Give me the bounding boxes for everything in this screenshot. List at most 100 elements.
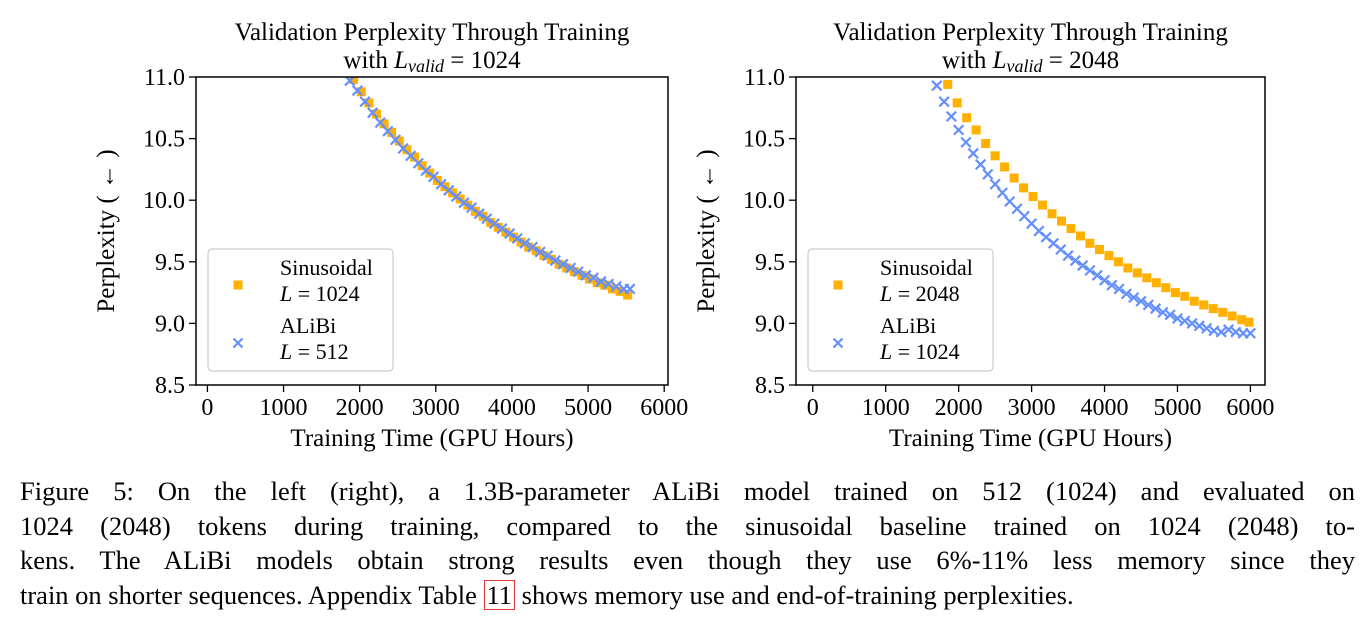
data-point-alibi-stroke-b — [412, 157, 424, 169]
data-point-sinusoidal — [1151, 278, 1161, 288]
data-point-alibi-stroke-b — [420, 165, 432, 177]
data-point-alibi-stroke-b — [1135, 295, 1147, 307]
data-point-alibi — [967, 147, 979, 159]
data-point-sinusoidal — [623, 290, 633, 300]
data-point-sinusoidal — [1170, 288, 1180, 298]
y-tick-label: 10.5 — [143, 127, 185, 153]
title-var-main: L — [393, 47, 408, 74]
x-tick-label: 0 — [807, 395, 819, 421]
data-point-alibi-stroke-b — [1186, 317, 1198, 329]
chart-title-line2: with Lvalid = 2048 — [942, 47, 1119, 76]
data-point-sinusoidal — [1237, 315, 1247, 325]
data-point-alibi — [1142, 299, 1154, 311]
data-point-sinusoidal — [1123, 263, 1133, 273]
data-point-alibi-stroke-b — [610, 280, 622, 293]
data-point-sinusoidal — [1208, 304, 1218, 314]
data-point-sinusoidal — [1075, 231, 1085, 241]
data-point-alibi-stroke-b — [526, 241, 539, 253]
data-point-alibi — [1171, 312, 1184, 325]
data-point-alibi-stroke-b — [624, 283, 636, 295]
legend-sub-alibi: L = 512 — [279, 339, 349, 364]
figure-svg: Validation Perplexity Through Trainingwi… — [93, 19, 1274, 452]
legend-sub-sinusoidal: L = 1024 — [279, 281, 360, 306]
data-point-alibi — [1215, 326, 1227, 338]
data-point-alibi-stroke-b — [1055, 243, 1067, 256]
data-point-alibi-stroke-b — [1040, 231, 1052, 243]
chart-title-line1: Validation Perplexity Through Training — [235, 19, 630, 46]
series-sinusoidal — [943, 79, 1254, 327]
data-point-alibi-stroke-b — [1179, 315, 1191, 327]
data-point-alibi — [534, 246, 546, 258]
data-point-alibi-stroke-b — [450, 190, 462, 203]
data-point-sinusoidal — [1180, 291, 1190, 301]
data-point-alibi-stroke-b — [945, 110, 957, 123]
data-point-alibi-stroke-b — [466, 202, 478, 214]
y-tick-label: 9.5 — [755, 250, 785, 276]
table-reference-link[interactable]: 11 — [483, 579, 516, 610]
series-alibi — [344, 77, 636, 295]
legend-sub-value: = 512 — [292, 339, 348, 364]
data-point-alibi — [1077, 259, 1089, 272]
data-point-alibi — [1179, 315, 1191, 327]
y-axis-label: Perplexity ( ← ) — [693, 149, 720, 312]
data-point-sinusoidal — [1028, 192, 1038, 202]
data-point-alibi — [488, 218, 501, 230]
x-tick-label: 2000 — [935, 395, 983, 421]
data-point-sinusoidal — [1142, 273, 1152, 283]
plot-area — [344, 77, 636, 300]
title-eq: = 1024 — [444, 47, 521, 74]
data-point-alibi — [931, 80, 943, 92]
chart-left: Validation Perplexity Through Trainingwi… — [93, 19, 688, 452]
data-point-alibi-stroke-b — [496, 222, 508, 235]
data-point-alibi-stroke-b — [1201, 322, 1213, 334]
x-tick-label: 4000 — [488, 395, 536, 421]
data-point-sinusoidal — [1244, 317, 1254, 327]
data-point-alibi-stroke-b — [1069, 254, 1081, 267]
legend-marker-alibi — [232, 337, 244, 349]
data-point-alibi-stroke-b — [488, 218, 501, 230]
data-point-alibi-stroke-b — [389, 134, 402, 146]
data-point-alibi-stroke-b — [1062, 250, 1074, 262]
data-point-alibi — [1120, 288, 1132, 300]
legend-sub-var: L — [279, 339, 292, 364]
data-point-sinusoidal — [981, 139, 991, 149]
data-point-alibi — [610, 280, 622, 293]
data-point-alibi-stroke-b — [481, 213, 493, 225]
data-point-alibi — [382, 125, 394, 137]
data-point-alibi-stroke-b — [1142, 299, 1154, 311]
y-tick-label: 9.5 — [155, 250, 185, 276]
data-point-alibi-stroke-b — [572, 266, 584, 278]
data-point-alibi-stroke-b — [1215, 326, 1227, 338]
data-point-alibi — [595, 275, 607, 288]
data-point-alibi — [1186, 317, 1198, 329]
legend-marker-sinusoidal — [233, 280, 243, 290]
x-tick-label: 1000 — [862, 395, 910, 421]
data-point-sinusoidal — [364, 98, 374, 108]
data-point-sinusoidal — [371, 109, 381, 119]
data-point-alibi-stroke-b — [1026, 218, 1038, 230]
data-point-sinusoidal — [971, 125, 981, 135]
data-point-alibi-stroke-b — [504, 227, 516, 240]
data-point-alibi-stroke-b — [1091, 269, 1103, 281]
data-point-alibi-stroke-b — [1244, 327, 1256, 339]
y-tick-label: 10.0 — [743, 188, 785, 214]
data-point-alibi-stroke-b — [397, 142, 409, 155]
data-point-alibi-stroke-b — [1033, 225, 1045, 237]
data-point-alibi — [1244, 327, 1256, 339]
data-point-sinusoidal — [1161, 283, 1171, 293]
data-point-alibi — [1201, 322, 1213, 334]
data-point-alibi — [1113, 283, 1125, 295]
data-point-alibi — [526, 241, 539, 253]
data-point-alibi-stroke-b — [1098, 274, 1111, 286]
caption-line-1: Figure 5: On the left (right), a 1.3B-pa… — [20, 476, 1355, 506]
data-point-alibi — [1128, 291, 1140, 304]
data-point-alibi-stroke-b — [595, 275, 607, 288]
data-point-alibi — [1091, 269, 1103, 281]
data-point-alibi — [1164, 309, 1176, 321]
data-point-alibi-stroke-b — [953, 124, 965, 136]
y-tick-label: 11.0 — [144, 65, 185, 91]
chart-title-line2: with Lvalid = 1024 — [343, 47, 521, 76]
data-point-alibi-stroke-b — [989, 178, 1001, 190]
legend-box — [807, 248, 994, 372]
